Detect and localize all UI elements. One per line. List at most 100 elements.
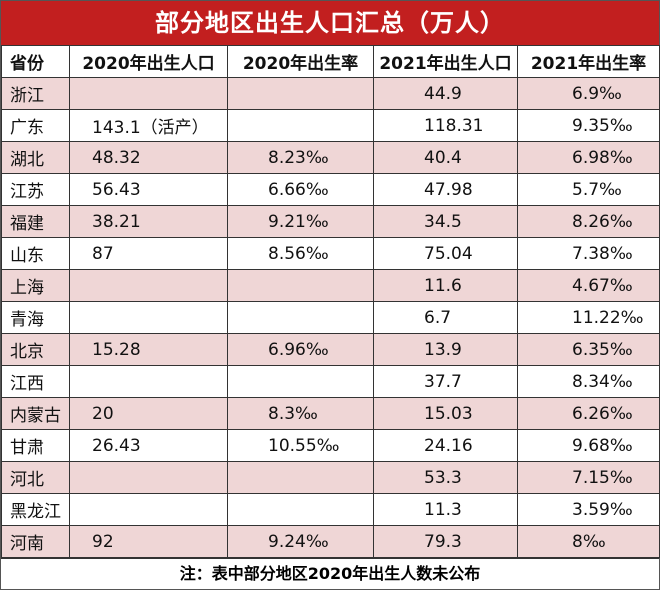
birth-table: 省份 2020年出生人口 2020年出生率 2021年出生人口 2021年出生率… xyxy=(1,45,660,558)
header-region: 省份 xyxy=(1,45,70,78)
cell-rate2020: 6.66‰ xyxy=(227,173,374,206)
header-rate-2021: 2021年出生率 xyxy=(517,45,660,78)
cell-rate2020: 8.56‰ xyxy=(227,237,374,270)
cell-births2020: 87 xyxy=(69,237,228,270)
cell-births2021: 11.6 xyxy=(373,269,518,302)
cell-births2020 xyxy=(69,301,228,334)
header-rate-2020: 2020年出生率 xyxy=(227,45,374,78)
table-row: 山东 87 8.56‰ 75.04 7.38‰ xyxy=(1,237,660,270)
cell-region: 内蒙古 xyxy=(1,397,70,430)
header-births-2021: 2021年出生人口 xyxy=(373,45,518,78)
table-row: 上海 11.6 4.67‰ xyxy=(1,269,660,302)
cell-region: 黑龙江 xyxy=(1,493,70,526)
cell-births2020: 38.21 xyxy=(69,205,228,238)
cell-births2020 xyxy=(69,365,228,398)
cell-rate2021: 8.26‰ xyxy=(517,205,660,238)
cell-rate2021: 9.35‰ xyxy=(517,109,660,142)
cell-births2021: 75.04 xyxy=(373,237,518,270)
cell-rate2021: 5.7‰ xyxy=(517,173,660,206)
cell-rate2020 xyxy=(227,461,374,494)
table-row: 内蒙古 20 8.3‰ 15.03 6.26‰ xyxy=(1,397,660,430)
cell-region: 青海 xyxy=(1,301,70,334)
cell-rate2020: 9.21‰ xyxy=(227,205,374,238)
cell-region: 江西 xyxy=(1,365,70,398)
cell-births2020: 56.43 xyxy=(69,173,228,206)
cell-rate2021: 6.35‰ xyxy=(517,333,660,366)
cell-rate2020: 9.24‰ xyxy=(227,525,374,558)
cell-births2021: 34.5 xyxy=(373,205,518,238)
cell-rate2021: 4.67‰ xyxy=(517,269,660,302)
cell-rate2021: 7.38‰ xyxy=(517,237,660,270)
cell-births2020: 26.43 xyxy=(69,429,228,462)
cell-rate2021: 8.34‰ xyxy=(517,365,660,398)
cell-births2020 xyxy=(69,77,228,110)
cell-births2021: 13.9 xyxy=(373,333,518,366)
cell-rate2021: 8‰ xyxy=(517,525,660,558)
table-row: 湖北 48.32 8.23‰ 40.4 6.98‰ xyxy=(1,141,660,174)
cell-rate2020 xyxy=(227,109,374,142)
cell-births2021: 79.3 xyxy=(373,525,518,558)
cell-births2021: 24.16 xyxy=(373,429,518,462)
cell-rate2021: 11.22‰ xyxy=(517,301,660,334)
cell-births2021: 47.98 xyxy=(373,173,518,206)
cell-births2020: 15.28 xyxy=(69,333,228,366)
cell-rate2021: 9.68‰ xyxy=(517,429,660,462)
cell-rate2020 xyxy=(227,301,374,334)
cell-births2020: 20 xyxy=(69,397,228,430)
cell-region: 上海 xyxy=(1,269,70,302)
table-row: 北京 15.28 6.96‰ 13.9 6.35‰ xyxy=(1,333,660,366)
cell-region: 河北 xyxy=(1,461,70,494)
table-row: 黑龙江 11.3 3.59‰ xyxy=(1,493,660,526)
cell-rate2020 xyxy=(227,269,374,302)
cell-rate2020: 8.23‰ xyxy=(227,141,374,174)
cell-births2021: 6.7 xyxy=(373,301,518,334)
cell-rate2021: 6.9‰ xyxy=(517,77,660,110)
cell-births2021: 53.3 xyxy=(373,461,518,494)
cell-region: 湖北 xyxy=(1,141,70,174)
cell-rate2020: 8.3‰ xyxy=(227,397,374,430)
cell-births2021: 44.9 xyxy=(373,77,518,110)
cell-region: 福建 xyxy=(1,205,70,238)
cell-region: 甘肃 xyxy=(1,429,70,462)
table-row: 河北 53.3 7.15‰ xyxy=(1,461,660,494)
cell-rate2021: 6.26‰ xyxy=(517,397,660,430)
cell-rate2021: 7.15‰ xyxy=(517,461,660,494)
cell-region: 河南 xyxy=(1,525,70,558)
table-row: 广东 143.1（活产） 118.31 9.35‰ xyxy=(1,109,660,142)
cell-rate2020 xyxy=(227,493,374,526)
cell-rate2020: 10.55‰ xyxy=(227,429,374,462)
cell-rate2020 xyxy=(227,77,374,110)
cell-births2020: 48.32 xyxy=(69,141,228,174)
footnote: 注：表中部分地区2020年出生人数未公布 xyxy=(1,558,659,589)
cell-births2020 xyxy=(69,269,228,302)
cell-births2021: 40.4 xyxy=(373,141,518,174)
cell-births2021: 37.7 xyxy=(373,365,518,398)
cell-rate2020 xyxy=(227,365,374,398)
table-row: 江苏 56.43 6.66‰ 47.98 5.7‰ xyxy=(1,173,660,206)
cell-rate2020: 6.96‰ xyxy=(227,333,374,366)
cell-births2020 xyxy=(69,493,228,526)
cell-births2021: 15.03 xyxy=(373,397,518,430)
cell-births2021: 118.31 xyxy=(373,109,518,142)
cell-births2020: 92 xyxy=(69,525,228,558)
cell-region: 北京 xyxy=(1,333,70,366)
page-title: 部分地区出生人口汇总（万人） xyxy=(1,1,659,45)
cell-births2021: 11.3 xyxy=(373,493,518,526)
cell-births2020: 143.1（活产） xyxy=(69,109,228,142)
table-row: 河南 92 9.24‰ 79.3 8‰ xyxy=(1,525,660,558)
cell-rate2021: 3.59‰ xyxy=(517,493,660,526)
table-row: 江西 37.7 8.34‰ xyxy=(1,365,660,398)
cell-rate2021: 6.98‰ xyxy=(517,141,660,174)
table-row: 甘肃 26.43 10.55‰ 24.16 9.68‰ xyxy=(1,429,660,462)
table-row: 青海 6.7 11.22‰ xyxy=(1,301,660,334)
header-births-2020: 2020年出生人口 xyxy=(69,45,228,78)
cell-region: 山东 xyxy=(1,237,70,270)
cell-region: 浙江 xyxy=(1,77,70,110)
cell-births2020 xyxy=(69,461,228,494)
cell-region: 广东 xyxy=(1,109,70,142)
header-row: 省份 2020年出生人口 2020年出生率 2021年出生人口 2021年出生率 xyxy=(1,45,660,78)
cell-region: 江苏 xyxy=(1,173,70,206)
table-row: 浙江 44.9 6.9‰ xyxy=(1,77,660,110)
table-row: 福建 38.21 9.21‰ 34.5 8.26‰ xyxy=(1,205,660,238)
